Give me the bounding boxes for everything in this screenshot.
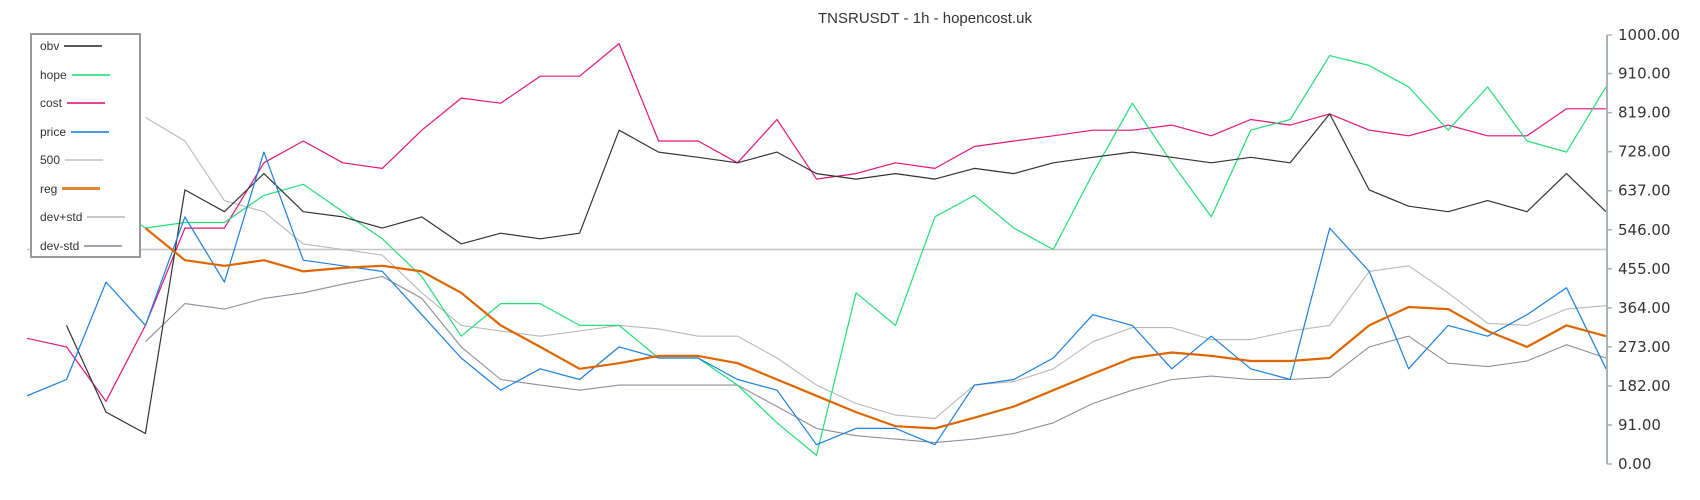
legend-item: cost xyxy=(40,96,106,110)
y-tick-label: 273.00 xyxy=(1618,338,1671,356)
legend-item: hope xyxy=(40,68,110,82)
y-tick-label: 819.00 xyxy=(1618,104,1671,122)
legend-swatch xyxy=(71,73,110,76)
chart-title: TNSRUSDT - 1h - hopencost.uk xyxy=(818,10,1032,27)
legend-label: 500 xyxy=(40,153,61,167)
legend-item: dev+std xyxy=(40,210,126,224)
series-layer xyxy=(26,43,1607,456)
series-line-obv xyxy=(65,113,1607,435)
legend-label: obv xyxy=(40,39,60,53)
legend-label: cost xyxy=(40,96,63,110)
legend-label: hope xyxy=(40,67,67,82)
legend-label: reg xyxy=(40,181,58,196)
legend-item: price xyxy=(40,124,110,139)
y-tick-label: 182.00 xyxy=(1618,377,1671,395)
series-line-cost xyxy=(26,43,1606,402)
legend-swatch xyxy=(65,159,104,161)
legend-swatch xyxy=(71,130,110,133)
y-tick-label: 455.00 xyxy=(1618,260,1671,278)
y-tick-label: 728.00 xyxy=(1618,143,1671,161)
series-line-price xyxy=(26,151,1607,446)
legend-label: dev+std xyxy=(40,210,83,224)
series-line-dev-std xyxy=(145,116,1607,420)
legend-item: dev-std xyxy=(40,238,123,253)
y-tick-label: 1000.00 xyxy=(1618,26,1680,44)
y-tick-label: 910.00 xyxy=(1618,65,1671,83)
legend-swatch xyxy=(64,45,103,47)
legend-label: price xyxy=(40,124,67,139)
y-tick-label: 546.00 xyxy=(1618,221,1671,239)
legend-item: obv xyxy=(40,39,103,53)
series-line-dev-std xyxy=(145,275,1607,444)
y-tick-label: 0.00 xyxy=(1618,455,1651,473)
series-line-hope xyxy=(105,55,1607,456)
y-axis: 0.00 91.00 182.00 273.00 364.00 455.00 546.00 6… xyxy=(1606,26,1680,473)
legend-label: dev-std xyxy=(40,238,80,253)
legend-swatch xyxy=(62,187,101,190)
legend-swatch xyxy=(67,102,106,104)
legend-swatch xyxy=(87,216,126,218)
legend-item: reg xyxy=(40,181,101,196)
legend: obv hope cost price 500 reg dev+std dev-std xyxy=(30,33,141,258)
y-tick-label: 637.00 xyxy=(1618,182,1671,200)
series-line-reg xyxy=(144,227,1607,430)
legend-swatch xyxy=(84,244,123,247)
legend-item: 500 xyxy=(40,153,104,167)
y-tick-label: 364.00 xyxy=(1618,299,1671,317)
y-tick-label: 91.00 xyxy=(1618,416,1661,434)
